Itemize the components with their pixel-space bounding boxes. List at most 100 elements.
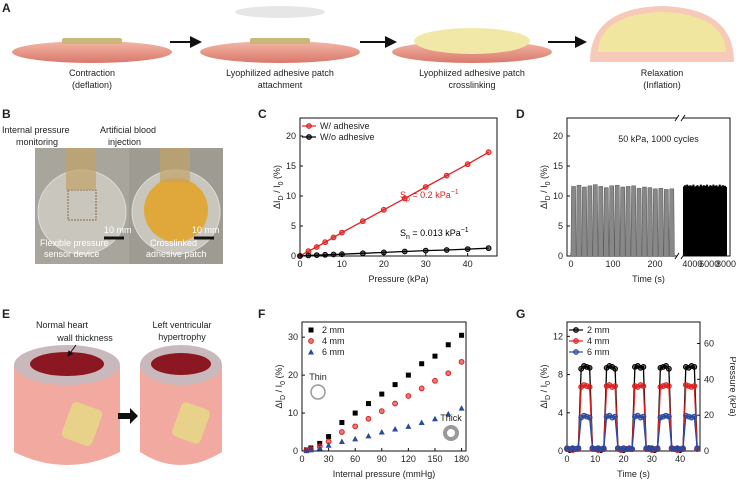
x-tick-label: 30 (324, 454, 334, 464)
marker (445, 410, 452, 417)
y-axis-label-part: 0 (280, 381, 287, 385)
y-axis-label-part: ΔI (272, 200, 282, 209)
x-tick-label: 0 (564, 454, 569, 464)
marker (330, 234, 337, 241)
marker (378, 429, 385, 435)
scale-label: 10 mm (192, 225, 220, 235)
y-axis-label-part: 0 (545, 181, 552, 185)
signal-peak (641, 186, 648, 257)
marker (392, 425, 399, 432)
marker (665, 413, 672, 420)
signal-peak (663, 189, 670, 257)
legend-label: W/ adhesive (320, 121, 370, 131)
x-tick-label: 200 (647, 259, 662, 269)
signal-peak (576, 184, 582, 257)
y-axis-label-part: / I (274, 385, 284, 395)
y-axis-label-part: D (278, 195, 285, 200)
y-tick-label: 4 (558, 408, 563, 418)
panel-label: G (516, 307, 525, 321)
marker (432, 353, 438, 359)
marker (485, 149, 492, 156)
plot-frame (301, 321, 467, 452)
panel-b: B Internal pressure monitoring Artificia… (2, 107, 223, 264)
x-tick-label: 30 (421, 259, 431, 269)
heart (14, 365, 120, 465)
y2-tick-label: 60 (704, 339, 714, 349)
y-axis-label-part: ΔI (274, 400, 284, 409)
y-tick-label: 12 (553, 331, 563, 341)
marker (586, 364, 593, 371)
annotation-part: S (400, 228, 406, 238)
legend-label: 6 mm (322, 347, 345, 357)
sensor (250, 38, 310, 44)
patch (144, 178, 208, 242)
marker (297, 253, 303, 259)
patch (414, 28, 530, 54)
patch (172, 402, 210, 444)
y2-axis-label: Pressure (kPa) (728, 356, 736, 416)
label: Crosslinked (150, 238, 197, 248)
x-tick-label: 0 (297, 259, 302, 269)
label: Normal heart (36, 320, 89, 330)
marker (378, 408, 385, 415)
marker (305, 252, 312, 259)
x-tick-label: 6000 (699, 259, 719, 269)
marker (405, 393, 412, 399)
marker (422, 247, 429, 254)
legend-marker (306, 123, 312, 129)
marker (352, 410, 358, 416)
marker (322, 251, 329, 258)
marker (443, 247, 450, 253)
y-axis-label: ΔID / I0 (%) (272, 165, 285, 209)
marker (379, 391, 385, 397)
y-tick-label: 20 (286, 131, 296, 141)
panel-label: C (258, 107, 267, 121)
panel-label: D (516, 107, 525, 121)
annotation-part: n (406, 234, 410, 241)
arrow (118, 408, 138, 424)
label: hypertrophy (158, 332, 206, 342)
marker (640, 413, 647, 420)
series-line (299, 151, 489, 257)
patch (235, 6, 325, 18)
signal-peak (619, 186, 626, 257)
label: sensor device (44, 249, 100, 259)
signal-peak (614, 184, 621, 257)
y-axis-label-part: (%) (274, 365, 284, 382)
axis-break (677, 253, 683, 259)
series-line (299, 247, 489, 257)
marker (654, 445, 661, 452)
marker (313, 244, 320, 250)
marker (392, 400, 398, 407)
signal-peak (636, 187, 642, 257)
y-axis-label-part: / I (539, 185, 549, 195)
annotation: Thick (440, 413, 462, 423)
y-axis-label-part: (%) (539, 365, 549, 382)
plot-frame (299, 117, 498, 257)
ventricle (30, 352, 104, 376)
marker (401, 195, 408, 202)
marker (405, 372, 411, 378)
signal-peak (592, 184, 599, 257)
marker (419, 361, 425, 367)
marker (380, 249, 387, 256)
x-tick-label: 8000 (716, 259, 736, 269)
annotation-part: = 0.2 kPa (410, 190, 451, 200)
marker (365, 415, 372, 422)
caption: crosslinking (448, 80, 495, 90)
patch (598, 12, 726, 52)
panel-a: A Contraction (deflation) Lyophilized ad… (2, 1, 734, 90)
marker (680, 445, 686, 452)
marker (303, 447, 310, 454)
x-tick-label: 40 (463, 259, 473, 269)
y-axis-label-part: 0 (545, 381, 552, 385)
marker (586, 384, 593, 390)
panel-label: E (2, 307, 10, 321)
caption: attachment (258, 80, 303, 90)
y-axis-label: ΔID / I0 (%) (539, 365, 552, 409)
x-tick-label: 20 (379, 259, 389, 269)
legend-marker (308, 349, 314, 355)
marker (325, 442, 332, 448)
y2-tick-label: 40 (704, 374, 714, 384)
